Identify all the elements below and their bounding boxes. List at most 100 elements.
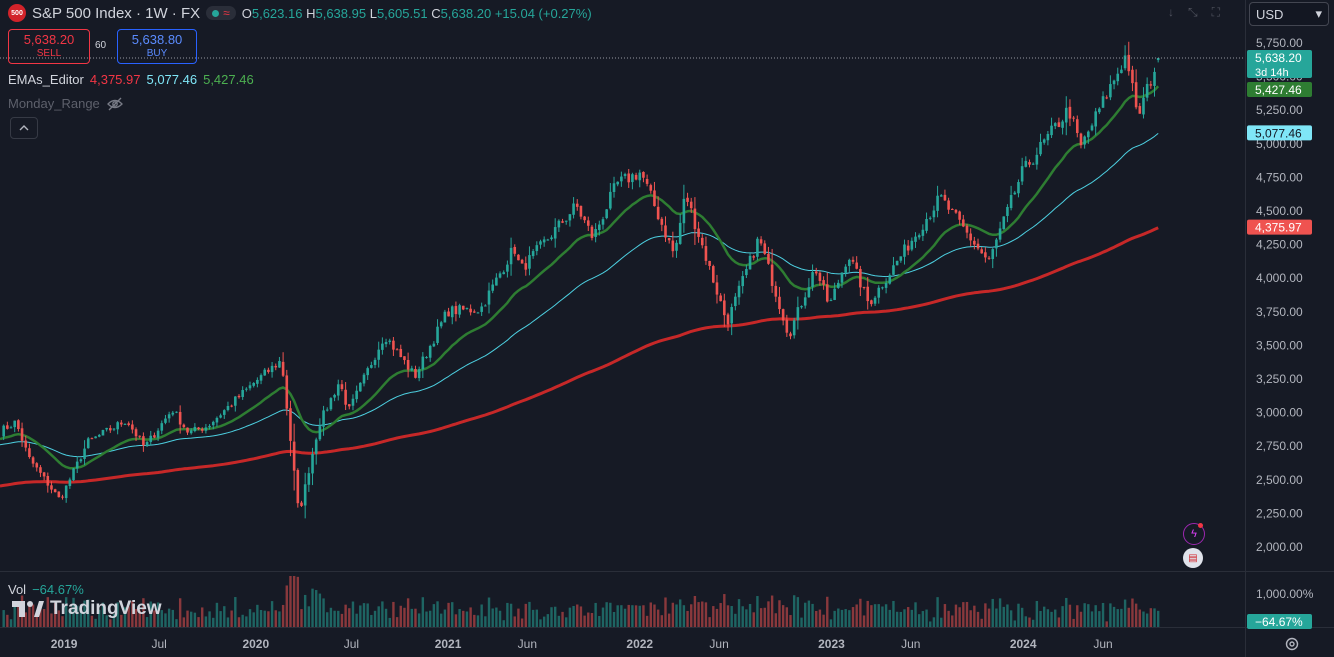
- volume-bar: [656, 609, 660, 628]
- volume-bar: [877, 604, 880, 628]
- candle-body: [403, 356, 406, 361]
- last-price-badge-countdown: 3d 14h: [1255, 67, 1289, 79]
- volume-bar: [31, 604, 35, 628]
- candle-body: [13, 420, 17, 428]
- candle-body: [697, 228, 700, 237]
- candle-body: [774, 285, 778, 297]
- currency-select[interactable]: USD ▾: [1249, 2, 1329, 26]
- candle-body: [450, 306, 454, 318]
- sell-button[interactable]: 5,638.20 SELL: [8, 29, 90, 64]
- volume-bar: [778, 600, 781, 628]
- volume-legend[interactable]: Vol −64.67%: [8, 582, 84, 597]
- volume-pane: [2, 576, 1160, 628]
- candle-body: [921, 229, 925, 236]
- bolt-icon[interactable]: ϟ: [1183, 523, 1205, 545]
- volume-bar: [1068, 604, 1072, 628]
- chevron-up-icon: [19, 125, 29, 131]
- candle-body: [410, 368, 414, 371]
- volume-bar: [770, 595, 774, 628]
- candle-body: [1020, 166, 1024, 182]
- volume-bar: [822, 614, 825, 628]
- candle-body: [627, 173, 631, 183]
- candle-body: [752, 256, 756, 258]
- volume-bar: [495, 607, 498, 628]
- currency-value: USD: [1256, 6, 1284, 22]
- candle-body: [160, 423, 164, 431]
- collapse-legend-button[interactable]: [10, 117, 38, 139]
- us-flag-icon[interactable]: ▤: [1183, 548, 1203, 568]
- candle-body: [64, 485, 68, 499]
- candle-body: [1075, 119, 1079, 134]
- monday-range-legend[interactable]: Monday_Range: [8, 96, 124, 111]
- candle-body: [531, 251, 535, 257]
- volume-bar: [1149, 608, 1153, 628]
- settings-icon: [1285, 637, 1299, 651]
- candle-body: [770, 264, 774, 286]
- volume-bar: [701, 601, 704, 628]
- candle-body: [428, 345, 432, 358]
- expand-icon[interactable]: ⤡: [1188, 5, 1198, 19]
- time-axis[interactable]: 2019 Jul 2020 Jul 2021 Jun 2022 Jun 2023 Jun 2024 J…: [51, 637, 1113, 651]
- x-tick-label: Jun: [709, 637, 728, 651]
- buy-button[interactable]: 5,638.80 BUY: [117, 29, 197, 64]
- candle-body: [142, 436, 145, 446]
- volume-bar: [634, 605, 638, 628]
- volume-bar: [487, 597, 491, 628]
- candle-body: [664, 225, 667, 238]
- candle-body: [645, 179, 649, 184]
- ema-legend[interactable]: EMAs_Editor 4,375.97 5,077.46 5,427.46: [8, 72, 254, 87]
- volume-bar: [79, 604, 83, 628]
- volume-bar: [800, 617, 803, 628]
- volume-bar: [807, 600, 811, 628]
- candle-body: [355, 390, 358, 400]
- volume-bar: [252, 612, 255, 628]
- volume-bar: [1134, 603, 1138, 628]
- download-icon[interactable]: ↓: [1168, 5, 1174, 19]
- tradingview-logo[interactable]: TradingView: [12, 598, 162, 620]
- candle-body: [837, 282, 840, 288]
- volume-bar: [57, 610, 61, 628]
- volume-bar: [1009, 610, 1013, 628]
- symbol-title[interactable]: S&P 500 Index · 1W · FX: [32, 4, 201, 22]
- settings-button[interactable]: [1282, 634, 1302, 654]
- candle-body: [109, 428, 112, 431]
- candle-body: [914, 236, 917, 242]
- candle-body: [667, 238, 671, 241]
- volume-bar: [1090, 611, 1094, 628]
- x-tick-label: 2022: [626, 637, 653, 651]
- candle-body: [973, 240, 976, 245]
- volume-bar: [326, 612, 329, 628]
- volume-bar: [774, 613, 777, 628]
- volume-bar: [1076, 605, 1079, 628]
- candle-body: [1024, 160, 1028, 167]
- candle-body: [892, 265, 895, 275]
- volume-bar: [1145, 613, 1149, 628]
- ema-slow-badge: 4,375.97: [1255, 221, 1302, 235]
- candle-body: [204, 427, 208, 431]
- candle-body: [134, 429, 138, 437]
- volume-bar: [748, 603, 752, 628]
- volume-bar: [925, 609, 928, 628]
- ema-mid-badge: 5,077.46: [1255, 126, 1302, 140]
- volume-bar: [660, 615, 664, 628]
- volume-bar: [1087, 604, 1090, 628]
- volume-bar: [818, 609, 822, 628]
- y-tick-label: 3,000.00: [1256, 406, 1303, 420]
- volume-bar: [682, 605, 686, 628]
- volume-bar: [171, 609, 175, 628]
- volume-bar: [623, 608, 627, 628]
- volume-bar: [160, 610, 163, 628]
- eye-off-icon[interactable]: [106, 97, 124, 111]
- candle-body: [1112, 80, 1116, 85]
- volume-bar: [1035, 600, 1039, 628]
- volume-bar: [300, 609, 303, 628]
- fullscreen-icon[interactable]: ⛶: [1211, 5, 1221, 19]
- volume-bar: [215, 602, 219, 628]
- volume-bar: [440, 613, 443, 628]
- volume-bar: [6, 614, 9, 628]
- candle-body: [601, 219, 605, 225]
- market-status[interactable]: ≈: [206, 6, 236, 20]
- volume-bar: [752, 612, 755, 628]
- candle-body: [72, 468, 75, 481]
